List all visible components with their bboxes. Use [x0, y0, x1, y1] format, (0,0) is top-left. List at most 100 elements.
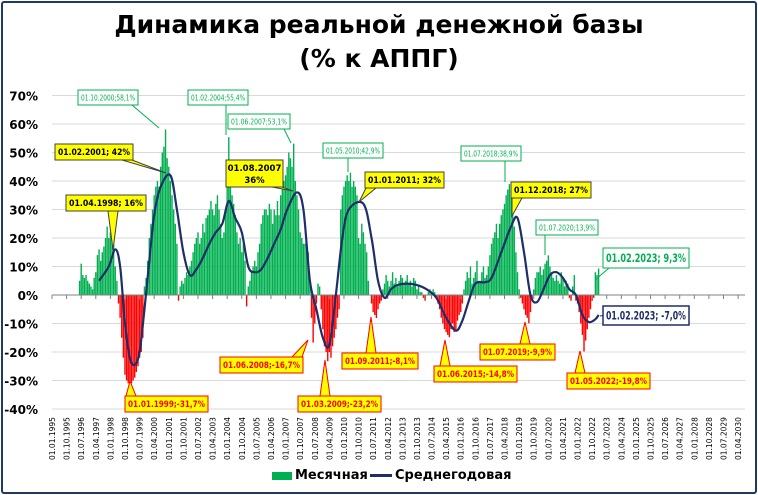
callout-pointer — [365, 316, 377, 354]
bar — [156, 181, 159, 295]
callout-pointer — [511, 197, 523, 218]
bar — [495, 223, 498, 295]
bar — [249, 280, 251, 295]
x-tick-label: 01.10.2019 — [530, 417, 539, 460]
bar — [510, 198, 512, 295]
bar — [294, 181, 296, 295]
bar — [406, 275, 408, 295]
bar — [80, 263, 82, 295]
bar — [219, 223, 222, 295]
bar — [85, 275, 87, 295]
x-tick-label: 01.10.1995 — [63, 417, 72, 460]
callout-label: 01.10.2000;58,1% — [81, 93, 135, 102]
bar — [101, 252, 103, 295]
x-tick-label: 01.04.2012 — [384, 417, 393, 460]
bar — [515, 252, 517, 295]
bar — [513, 226, 515, 295]
bar — [163, 146, 165, 295]
bar — [427, 292, 430, 295]
bar — [239, 238, 241, 295]
callout-label: 01.06.2008;-16,7% — [223, 361, 300, 371]
bar — [546, 260, 548, 295]
x-tick-label: 01.07.2011 — [369, 417, 378, 460]
x-tick-label: 01.01.2004 — [223, 417, 232, 460]
bar — [312, 295, 314, 343]
bar — [328, 295, 331, 352]
bar — [541, 275, 543, 295]
callout-pointer — [290, 339, 309, 358]
bar — [464, 280, 467, 295]
bar — [205, 218, 207, 295]
callout-box — [460, 145, 522, 162]
y-tick-label: -10% — [4, 318, 38, 332]
bar — [171, 195, 173, 295]
bar — [456, 295, 459, 321]
bar — [380, 295, 382, 301]
bar — [346, 175, 348, 295]
bar — [112, 243, 115, 295]
bar — [130, 295, 133, 384]
bar — [245, 295, 248, 307]
bar — [463, 289, 465, 295]
bar — [127, 295, 129, 384]
bar — [593, 295, 595, 298]
legend-item-monthly: Месячная — [272, 468, 368, 483]
bar — [301, 238, 303, 295]
callout-leader — [594, 267, 610, 281]
callout-box — [225, 159, 284, 188]
bar — [291, 166, 293, 295]
bar — [348, 181, 350, 295]
callout-label: 01.02.2004;55,4% — [191, 93, 245, 102]
bar — [479, 280, 481, 295]
bar — [210, 200, 212, 295]
bar — [383, 283, 386, 295]
bar — [223, 232, 225, 295]
bar — [258, 243, 261, 295]
bar — [359, 243, 361, 295]
bar — [286, 166, 288, 295]
bar — [302, 243, 305, 295]
bar — [106, 226, 108, 295]
bar — [468, 277, 470, 295]
legend-item-average: Среднегодовая — [370, 468, 511, 483]
x-tick-label: 01.10.2028 — [705, 417, 714, 460]
bar — [182, 283, 185, 295]
bar — [351, 186, 353, 295]
bar — [536, 272, 538, 295]
callout-box — [602, 305, 690, 326]
bar — [421, 292, 423, 295]
bar — [414, 280, 417, 295]
bar — [190, 260, 193, 295]
callout-label: 01.01.1999;-31,7% — [128, 400, 205, 410]
x-tick-label: 01.04.2015 — [442, 417, 451, 460]
x-tick-label: 01.04.2003 — [209, 417, 218, 460]
x-tick-label: 01.04.2030 — [734, 417, 743, 460]
bar — [237, 243, 240, 295]
bar — [378, 295, 381, 304]
bar — [570, 295, 572, 301]
bar — [117, 295, 120, 304]
x-tick-label: 01.04.2000 — [150, 417, 159, 460]
x-tick-label: 01.10.1998 — [121, 417, 130, 460]
x-tick-label: 01.07.2020 — [544, 417, 553, 460]
callout-label: 01.06.2007;53,1% — [231, 117, 287, 126]
bar — [95, 272, 97, 295]
bar — [195, 238, 198, 295]
bar — [596, 275, 598, 295]
bar — [330, 295, 332, 358]
bar — [377, 295, 379, 310]
bar — [263, 209, 266, 295]
bar — [224, 209, 227, 295]
bar — [78, 280, 81, 295]
bar — [422, 295, 425, 298]
callout-box — [602, 247, 690, 269]
bar — [292, 143, 295, 295]
x-tick-label: 01.04.2024 — [617, 417, 626, 460]
bar — [563, 286, 566, 295]
bar — [322, 295, 324, 330]
callout-box — [219, 356, 304, 374]
callout-label: 01.09.2011;-8,1% — [345, 357, 415, 367]
bar — [122, 295, 125, 358]
callout-pointer — [319, 359, 331, 397]
x-tick-label: 01.01.2025 — [632, 417, 641, 460]
